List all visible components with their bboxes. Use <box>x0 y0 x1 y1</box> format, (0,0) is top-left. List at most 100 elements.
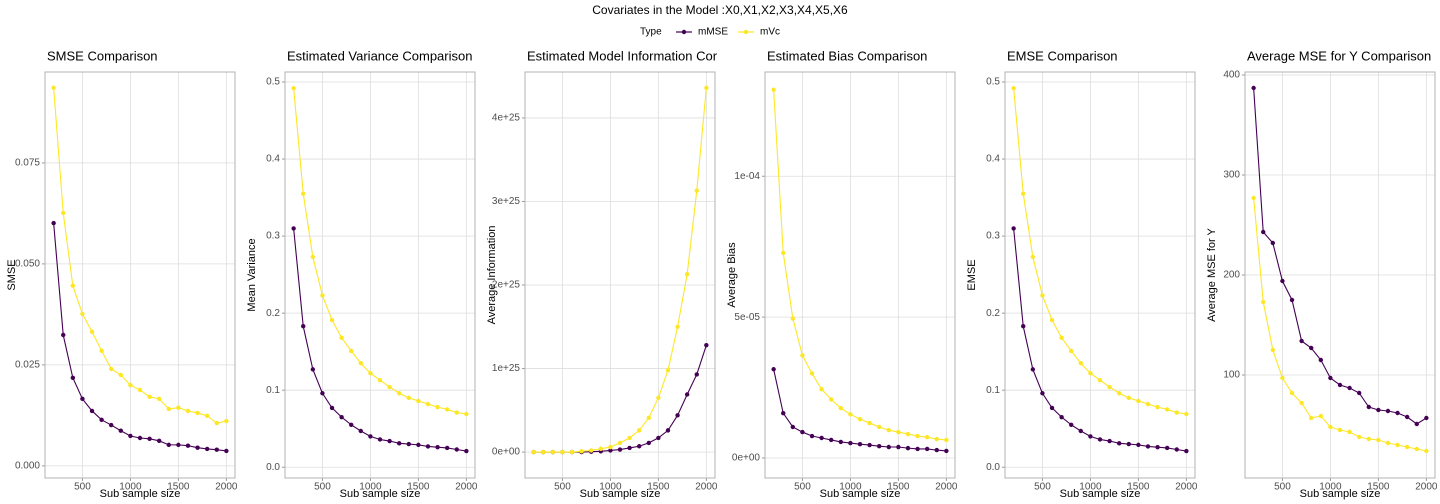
y-axis-label: Average Bias <box>726 242 738 308</box>
data-point <box>1424 448 1429 454</box>
x-tick-label: 2000 <box>215 482 238 493</box>
legend-label: mVc <box>760 27 780 38</box>
panel-border <box>1004 71 1196 479</box>
data-point <box>1078 361 1084 366</box>
data-point <box>541 449 546 455</box>
data-point <box>147 394 152 399</box>
data-point <box>934 447 939 453</box>
data-point <box>425 444 431 449</box>
series-line <box>533 87 707 453</box>
data-point <box>185 443 191 448</box>
data-point <box>1328 375 1333 381</box>
data-point <box>857 416 863 422</box>
y-tick-label: 2e+25 <box>492 280 521 291</box>
data-point <box>896 429 901 435</box>
data-point <box>1337 427 1343 433</box>
y-tick-label: 0.000 <box>15 461 40 472</box>
data-point <box>694 188 699 193</box>
x-tick-label: 1000 <box>119 482 142 493</box>
data-point <box>435 444 440 450</box>
data-point <box>1174 447 1179 452</box>
data-point <box>339 414 344 420</box>
y-axis-label: Mean Variance <box>246 238 258 311</box>
series-line <box>1013 228 1187 452</box>
data-point <box>905 445 911 451</box>
data-point <box>819 387 824 392</box>
x-axis-label: Sub sample size <box>820 488 901 500</box>
data-point <box>1289 297 1295 303</box>
data-point <box>176 405 181 410</box>
y-tick-label: 0.1 <box>986 385 1000 396</box>
data-point <box>195 445 200 450</box>
data-point <box>349 348 354 354</box>
data-point <box>1347 385 1352 391</box>
y-tick-label: 0.4 <box>266 154 280 165</box>
data-point <box>435 404 440 410</box>
data-point <box>694 372 699 377</box>
data-point <box>320 391 325 396</box>
data-point <box>771 367 776 372</box>
data-point <box>1040 293 1045 298</box>
data-point <box>1136 398 1141 404</box>
panel: Estimated Model Information Cor 0e+00 1e+2… <box>486 48 718 499</box>
data-point <box>656 435 661 441</box>
data-point <box>61 332 66 338</box>
data-point <box>579 449 584 454</box>
data-point <box>1366 436 1371 442</box>
data-point <box>1059 414 1064 420</box>
series-line <box>773 89 947 441</box>
data-point <box>118 372 124 378</box>
data-point <box>1270 347 1276 353</box>
panel-border <box>524 71 716 479</box>
data-point <box>1299 400 1304 406</box>
y-axis-label: Average MSE for Y <box>1206 227 1218 321</box>
data-point <box>905 431 911 437</box>
panel-title: Estimated Bias Comparison <box>767 48 927 63</box>
data-point <box>80 396 85 402</box>
x-tick-label: 1000 <box>599 482 622 493</box>
data-point <box>320 293 325 298</box>
data-point <box>358 428 364 434</box>
data-point <box>51 85 56 90</box>
data-point <box>1069 348 1074 354</box>
data-point <box>1136 442 1141 448</box>
y-axis-label: EMSE <box>966 259 978 290</box>
data-point <box>358 361 364 366</box>
data-point <box>1088 371 1093 376</box>
data-point <box>166 406 171 412</box>
x-tick-label: 500 <box>1274 482 1291 493</box>
data-point <box>224 448 229 454</box>
data-point <box>464 411 469 417</box>
data-point <box>176 442 181 448</box>
series-line <box>533 344 707 453</box>
data-point <box>1261 299 1266 305</box>
y-tick-label: 0e+00 <box>732 453 761 464</box>
data-point <box>924 446 930 452</box>
data-point <box>915 433 920 439</box>
data-point <box>944 437 949 443</box>
data-point <box>80 311 85 317</box>
x-tick-label: 2000 <box>1175 482 1198 493</box>
x-tick-label: 500 <box>1034 482 1051 493</box>
x-tick-label: 500 <box>554 482 571 493</box>
data-point <box>1097 437 1103 442</box>
data-point <box>1366 404 1371 410</box>
data-point <box>876 443 882 449</box>
data-point <box>1059 335 1064 340</box>
x-tick-label: 500 <box>794 482 811 493</box>
data-point <box>185 408 191 414</box>
panel-title: EMSE Comparison <box>1007 48 1118 63</box>
data-point <box>1261 229 1266 235</box>
x-tick-label: 1000 <box>1319 482 1342 493</box>
data-point <box>339 335 344 340</box>
data-point <box>1328 424 1333 430</box>
x-tick-label: 1500 <box>887 482 910 493</box>
data-point <box>636 428 642 433</box>
data-point <box>915 446 920 452</box>
panel-border <box>284 71 476 479</box>
y-tick-label: 200 <box>1223 270 1240 281</box>
y-tick-label: 300 <box>1223 170 1240 181</box>
data-point <box>1270 240 1276 246</box>
data-point <box>387 384 392 390</box>
x-axis-label: Sub sample size <box>340 488 421 500</box>
